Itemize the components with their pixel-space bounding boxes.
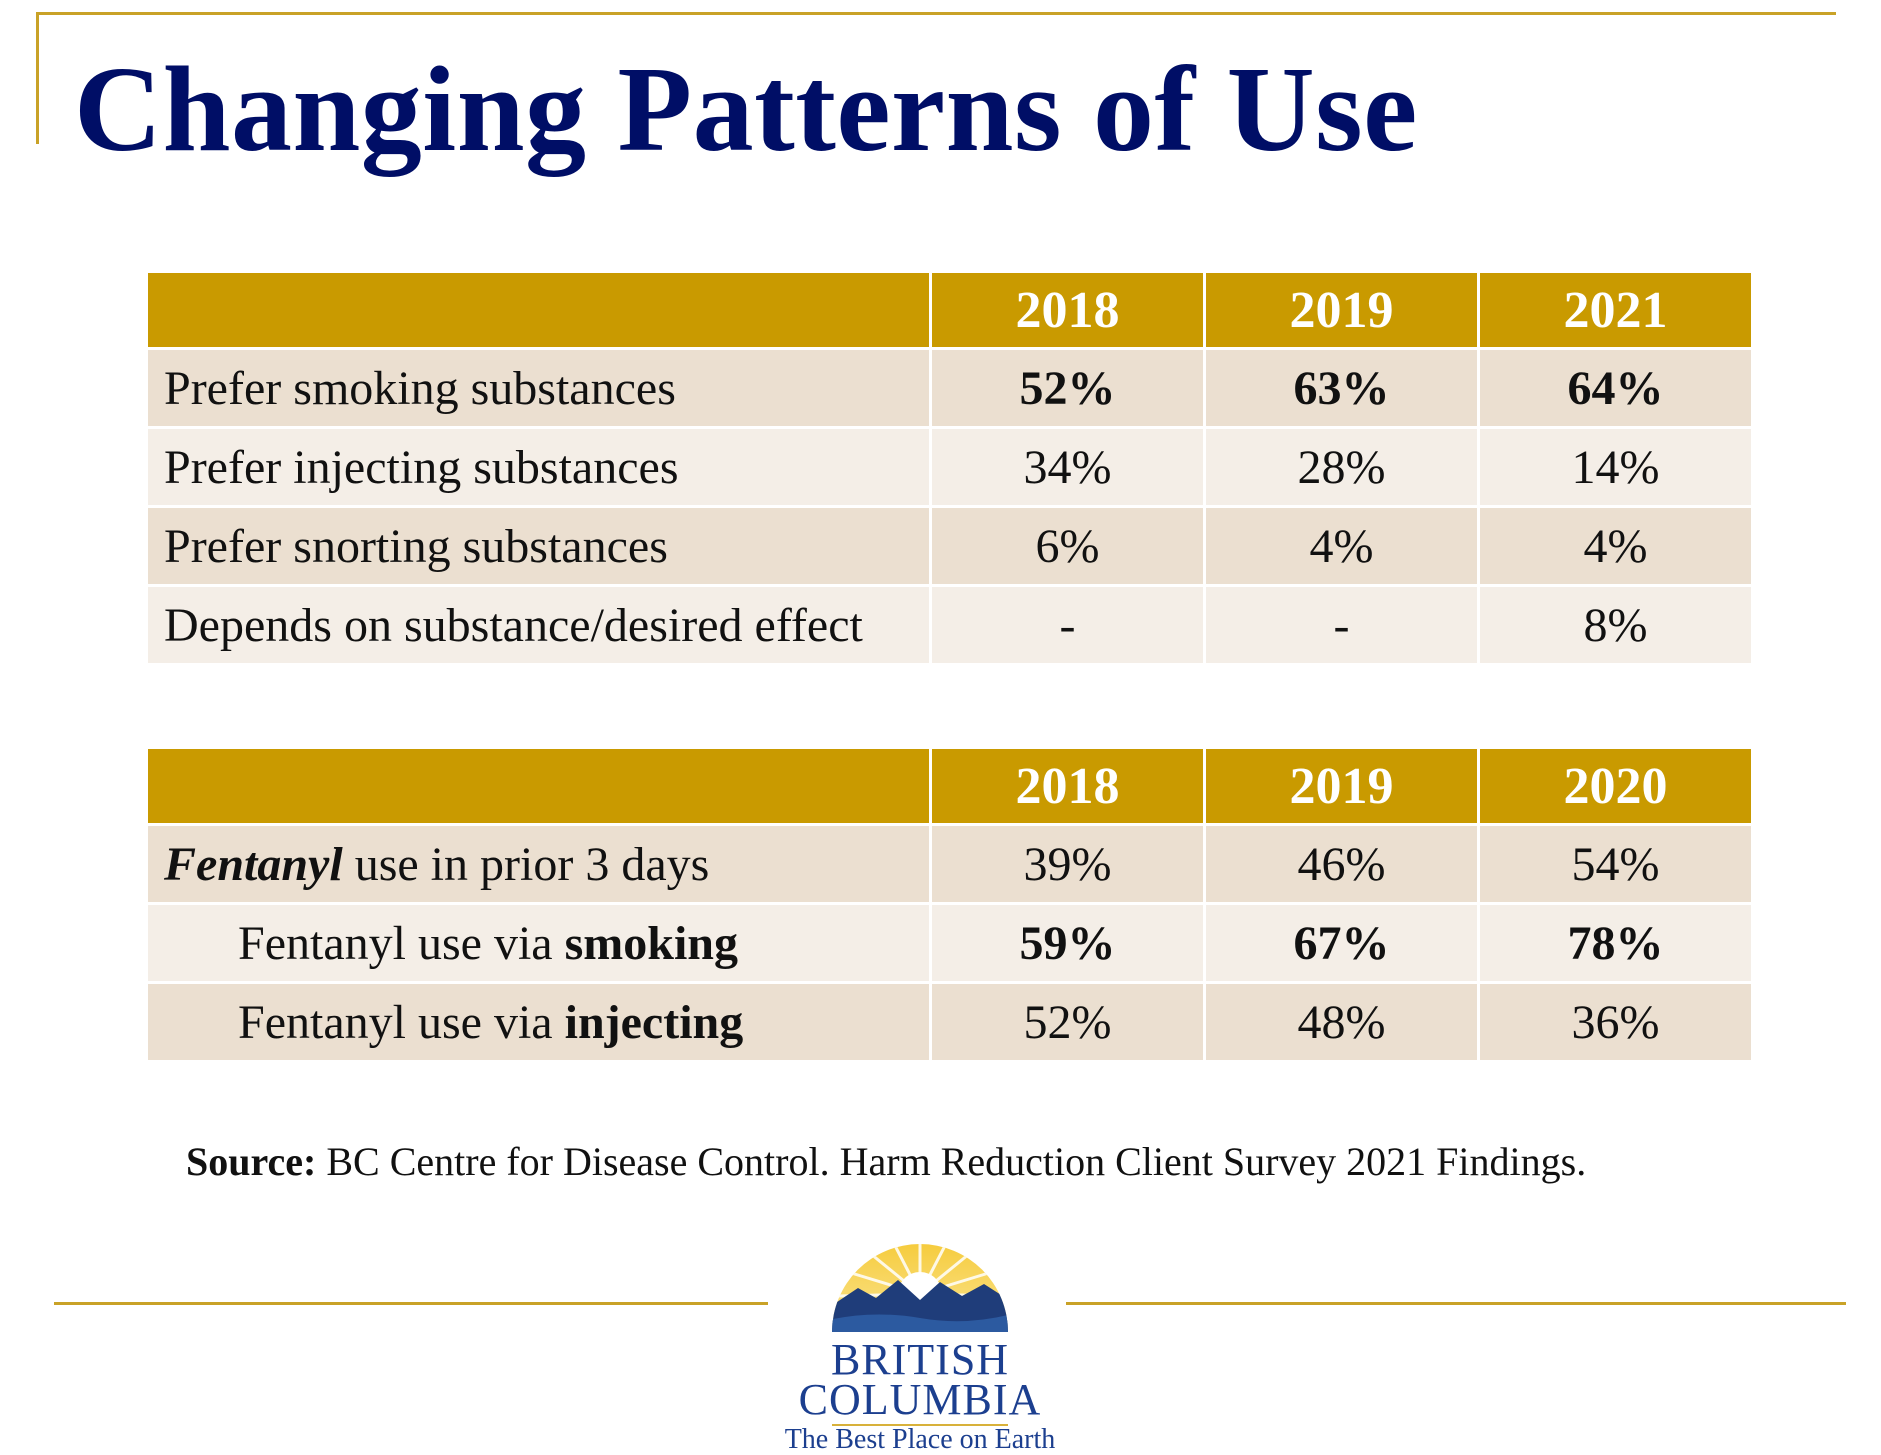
logo-wordmark-line1: BRITISH — [830, 1335, 1010, 1384]
header-year: 2019 — [1203, 746, 1480, 826]
value-cell: 67% — [1203, 902, 1480, 984]
table-header-row: 2018 2019 2020 — [145, 746, 1754, 826]
page-title: Changing Patterns of Use — [74, 42, 1418, 177]
header-year: 2018 — [929, 270, 1206, 350]
value-cell: 39% — [929, 823, 1206, 905]
header-cell — [145, 746, 932, 826]
row-label: Prefer snorting substances — [145, 505, 932, 587]
table-row: Fentanyl use via injecting 52% 48% 36% — [145, 981, 1754, 1063]
row-label-text: Fentanyl use via — [238, 916, 565, 970]
value-cell: 54% — [1477, 823, 1754, 905]
row-label-emphasis: smoking — [564, 916, 738, 970]
value-cell: 4% — [1477, 505, 1754, 587]
header-year: 2020 — [1477, 746, 1754, 826]
row-label: Prefer injecting substances — [145, 426, 932, 508]
value-cell: - — [1203, 584, 1480, 666]
bc-sun-mountains-logo-icon — [832, 1244, 1008, 1332]
row-label-emphasis: Fentanyl — [164, 837, 343, 891]
value-cell: 28% — [1203, 426, 1480, 508]
logo-tagline: The Best Place on Earth — [784, 1424, 1056, 1455]
value-cell: 8% — [1477, 584, 1754, 666]
footer-rule-right — [1066, 1302, 1846, 1305]
source-text: BC Centre for Disease Control. Harm Redu… — [316, 1139, 1587, 1184]
fentanyl-table: 2018 2019 2020 Fentanyl use in prior 3 d… — [145, 746, 1754, 1063]
value-cell: 59% — [929, 902, 1206, 984]
value-cell: 14% — [1477, 426, 1754, 508]
value-cell: 63% — [1203, 347, 1480, 429]
row-label: Prefer smoking substances — [145, 347, 932, 429]
preference-table: 2018 2019 2021 Prefer smoking substances… — [145, 270, 1754, 666]
logo-wordmark-line2: COLUMBIA — [798, 1375, 1042, 1424]
left-frame-rule — [36, 12, 39, 144]
table-row: Depends on substance/desired effect - - … — [145, 584, 1754, 666]
value-cell: 46% — [1203, 823, 1480, 905]
row-label-text: use in prior 3 days — [342, 837, 710, 891]
header-cell — [145, 270, 932, 350]
header-year: 2019 — [1203, 270, 1480, 350]
bc-logo: BRITISH COLUMBIA The Best Place on Earth — [770, 1210, 1070, 1454]
footer-rule-left — [54, 1302, 768, 1305]
row-label-emphasis: injecting — [564, 995, 744, 1049]
value-cell: - — [929, 584, 1206, 666]
source-label: Source: — [186, 1139, 317, 1184]
row-label: Fentanyl use in prior 3 days — [145, 823, 932, 905]
table-row: Fentanyl use via smoking 59% 67% 78% — [145, 902, 1754, 984]
table-row: Fentanyl use in prior 3 days 39% 46% 54% — [145, 823, 1754, 905]
table-row: Prefer injecting substances 34% 28% 14% — [145, 426, 1754, 508]
logo-divider — [832, 1424, 1008, 1426]
row-label: Depends on substance/desired effect — [145, 584, 932, 666]
header-year: 2018 — [929, 746, 1206, 826]
row-label-text: Fentanyl use via — [238, 995, 565, 1049]
row-label: Fentanyl use via smoking — [145, 902, 932, 984]
value-cell: 52% — [929, 981, 1206, 1063]
value-cell: 34% — [929, 426, 1206, 508]
value-cell: 64% — [1477, 347, 1754, 429]
value-cell: 48% — [1203, 981, 1480, 1063]
table-row: Prefer smoking substances 52% 63% 64% — [145, 347, 1754, 429]
source-citation: Source: BC Centre for Disease Control. H… — [186, 1138, 1586, 1185]
table-row: Prefer snorting substances 6% 4% 4% — [145, 505, 1754, 587]
table-header-row: 2018 2019 2021 — [145, 270, 1754, 350]
value-cell: 4% — [1203, 505, 1480, 587]
value-cell: 78% — [1477, 902, 1754, 984]
value-cell: 52% — [929, 347, 1206, 429]
value-cell: 6% — [929, 505, 1206, 587]
value-cell: 36% — [1477, 981, 1754, 1063]
row-label: Fentanyl use via injecting — [145, 981, 932, 1063]
header-year: 2021 — [1477, 270, 1754, 350]
top-frame-rule — [36, 12, 1836, 15]
